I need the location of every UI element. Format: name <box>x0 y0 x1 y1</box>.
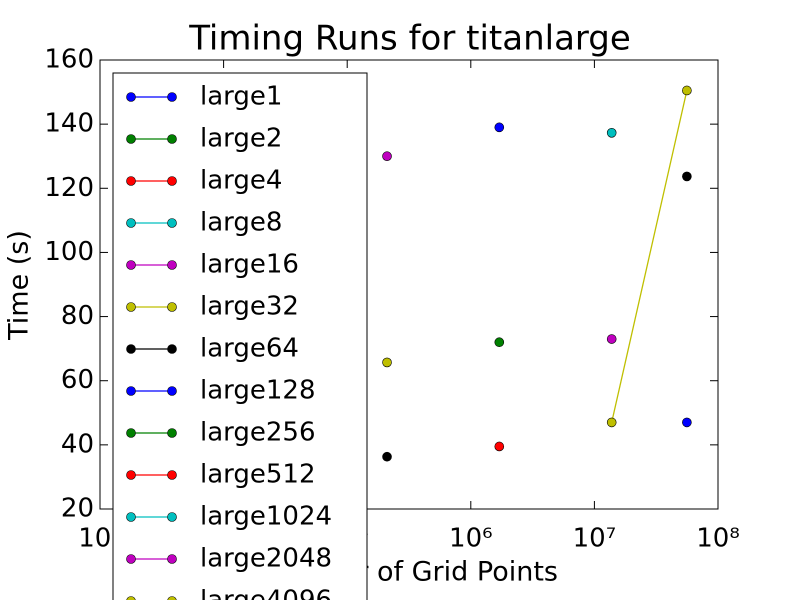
legend-label: large4096 <box>200 586 332 600</box>
y-tick-label: 140 <box>44 109 94 139</box>
legend-marker <box>126 302 136 312</box>
legend-label: large2 <box>200 124 282 154</box>
data-point <box>494 337 505 348</box>
legend-label: large4 <box>200 166 282 196</box>
legend-label: large128 <box>200 376 316 406</box>
y-tick-label: 60 <box>61 365 94 395</box>
legend-marker <box>167 428 177 438</box>
data-point <box>682 85 692 96</box>
legend-marker <box>167 302 177 312</box>
chart-title: Timing Runs for titanlarge <box>188 19 631 59</box>
legend-marker <box>126 218 136 228</box>
legend-marker <box>167 386 177 396</box>
legend-marker <box>126 176 136 186</box>
data-point <box>682 417 692 428</box>
y-tick-label: 80 <box>61 301 94 331</box>
legend-marker <box>126 134 136 144</box>
legend-label: large256 <box>200 418 316 448</box>
legend-marker <box>167 260 177 270</box>
x-tick-label: 10⁸ <box>696 524 740 554</box>
y-tick-label: 40 <box>61 429 94 459</box>
data-point <box>494 122 505 133</box>
legend-marker <box>126 596 136 600</box>
y-tick-label: 100 <box>44 237 94 267</box>
legend-marker <box>126 512 136 522</box>
series-line <box>611 90 688 423</box>
legend-label: large8 <box>200 208 282 238</box>
legend-marker <box>167 218 177 228</box>
legend-marker <box>126 92 136 102</box>
legend-marker <box>126 428 136 438</box>
legend-marker <box>126 386 136 396</box>
data-point <box>606 417 617 428</box>
legend-marker <box>167 512 177 522</box>
legend-label: large1 <box>200 82 282 112</box>
legend-marker <box>126 260 136 270</box>
legend-marker <box>126 344 136 354</box>
legend-marker <box>167 470 177 480</box>
data-point <box>382 357 392 368</box>
data-point <box>606 334 617 344</box>
legend-marker <box>167 176 177 186</box>
legend-label: large2048 <box>200 544 332 574</box>
data-point <box>382 151 392 162</box>
x-tick-label: 10⁷ <box>573 524 617 554</box>
legend-marker <box>126 554 136 564</box>
legend-label: large512 <box>200 460 316 490</box>
data-point <box>382 451 392 462</box>
legend-label: large32 <box>200 292 299 322</box>
data-point <box>494 441 505 452</box>
legend-marker <box>126 470 136 480</box>
legend-marker <box>167 596 177 600</box>
legend-label: large1024 <box>200 502 332 532</box>
legend-box <box>112 72 368 600</box>
data-point <box>682 171 692 182</box>
legend-marker <box>167 134 177 144</box>
legend-marker <box>167 344 177 354</box>
y-tick-label: 20 <box>61 494 94 524</box>
legend-marker <box>167 92 177 102</box>
legend-label: large16 <box>200 250 299 280</box>
y-axis-label: Time (s) <box>4 230 35 341</box>
x-tick-label: 10⁶ <box>449 524 493 554</box>
y-tick-label: 160 <box>44 45 94 75</box>
legend-marker <box>167 554 177 564</box>
data-point <box>606 128 617 138</box>
plot-area <box>99 59 719 510</box>
y-tick-label: 120 <box>44 173 94 203</box>
legend-label: large64 <box>200 334 299 364</box>
